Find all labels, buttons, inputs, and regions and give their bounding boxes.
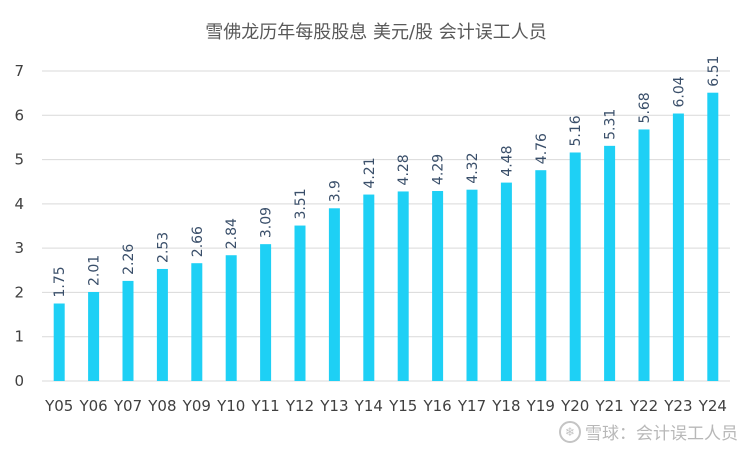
y-tick-label: 3 bbox=[14, 239, 24, 257]
bar-Y08 bbox=[156, 268, 168, 381]
data-label-Y21: 5.31 bbox=[603, 109, 619, 140]
x-tick-label: Y06 bbox=[78, 397, 107, 415]
y-tick-label: 2 bbox=[14, 283, 24, 301]
data-label-Y13: 3.9 bbox=[327, 180, 343, 202]
bar-Y07 bbox=[122, 280, 134, 381]
data-label-Y11: 3.09 bbox=[259, 207, 275, 238]
data-label-Y07: 2.26 bbox=[121, 244, 137, 275]
data-label-Y09: 2.66 bbox=[190, 226, 206, 257]
x-tick-label: Y20 bbox=[560, 397, 589, 415]
bar-Y19 bbox=[535, 170, 547, 381]
x-tick-label: Y05 bbox=[44, 397, 73, 415]
bars bbox=[53, 92, 719, 381]
y-tick-label: 0 bbox=[14, 372, 24, 390]
x-tick-label: Y11 bbox=[250, 397, 279, 415]
bar-Y20 bbox=[569, 152, 581, 381]
bar-Y21 bbox=[604, 145, 616, 381]
y-tick-label: 6 bbox=[14, 106, 24, 124]
x-tick-label: Y10 bbox=[216, 397, 245, 415]
data-label-Y06: 2.01 bbox=[87, 255, 103, 286]
x-tick-label: Y12 bbox=[285, 397, 314, 415]
y-tick-label: 4 bbox=[14, 195, 24, 213]
data-label-Y08: 2.53 bbox=[155, 232, 171, 263]
y-tick-label: 7 bbox=[14, 62, 24, 80]
y-axis-ticks: 0 1 2 3 4 5 6 7 bbox=[14, 62, 24, 390]
y-tick-label: 1 bbox=[14, 328, 24, 346]
bar-Y12 bbox=[294, 225, 306, 381]
x-tick-label: Y16 bbox=[422, 397, 451, 415]
bar-Y06 bbox=[88, 291, 100, 381]
x-tick-label: Y13 bbox=[319, 397, 348, 415]
snowball-logo-icon: ❄ bbox=[559, 420, 581, 443]
x-axis-ticks: Y05 Y06 Y07 Y08 Y09 Y10 Y11 Y12 Y13 Y14 Y15 Y16 Y17 Y… bbox=[44, 397, 727, 415]
x-tick-label: Y19 bbox=[526, 397, 555, 415]
x-tick-label: Y21 bbox=[594, 397, 623, 415]
bar-Y23 bbox=[672, 113, 684, 381]
data-label-Y23: 6.04 bbox=[671, 76, 687, 107]
data-label-Y14: 4.21 bbox=[362, 157, 378, 188]
bar-Y15 bbox=[397, 191, 409, 381]
data-label-Y05: 1.75 bbox=[52, 266, 68, 297]
gridlines bbox=[42, 70, 730, 382]
x-tick-label: Y08 bbox=[147, 397, 176, 415]
x-tick-label: Y24 bbox=[698, 397, 727, 415]
x-tick-label: Y17 bbox=[457, 397, 486, 415]
bar-Y11 bbox=[260, 244, 272, 381]
data-label-Y16: 4.29 bbox=[431, 154, 447, 185]
data-label-Y12: 3.51 bbox=[293, 188, 309, 219]
x-tick-label: Y09 bbox=[182, 397, 211, 415]
data-label-Y19: 4.76 bbox=[534, 133, 550, 164]
data-label-Y24: 6.51 bbox=[706, 56, 722, 87]
bar-Y05 bbox=[53, 303, 65, 381]
x-tick-label: Y23 bbox=[663, 397, 692, 415]
bar-Y17 bbox=[466, 189, 478, 381]
x-tick-label: Y15 bbox=[388, 397, 417, 415]
bar-Y22 bbox=[638, 129, 650, 381]
bar-Y18 bbox=[500, 182, 512, 381]
data-label-Y22: 5.68 bbox=[637, 92, 653, 123]
bar-Y16 bbox=[432, 191, 444, 381]
data-label-Y15: 4.28 bbox=[396, 154, 412, 185]
x-tick-label: Y18 bbox=[491, 397, 520, 415]
x-tick-label: Y14 bbox=[354, 397, 383, 415]
data-label-Y10: 2.84 bbox=[224, 218, 240, 249]
data-labels: 1.75 2.01 2.26 2.53 2.66 2.84 3.09 3.51 3.9 4.21 4… bbox=[52, 56, 722, 298]
bar-Y13 bbox=[328, 208, 340, 381]
bar-Y14 bbox=[363, 194, 375, 381]
data-label-Y17: 4.32 bbox=[465, 153, 481, 184]
bar-Y09 bbox=[191, 263, 203, 381]
bar-Y24 bbox=[707, 92, 719, 381]
data-label-Y20: 5.16 bbox=[568, 115, 584, 146]
watermark-text: 雪球：会计误工人员 bbox=[585, 424, 738, 444]
y-tick-label: 5 bbox=[14, 151, 24, 169]
x-tick-label: Y22 bbox=[629, 397, 658, 415]
bar-Y10 bbox=[225, 255, 237, 381]
watermark: ❄ 雪球：会计误工人员 bbox=[559, 419, 738, 444]
x-tick-label: Y07 bbox=[113, 397, 142, 415]
data-label-Y18: 4.48 bbox=[499, 145, 515, 176]
chart-title: 雪佛龙历年每股股息 美元/股 会计误工人员 bbox=[205, 22, 547, 43]
